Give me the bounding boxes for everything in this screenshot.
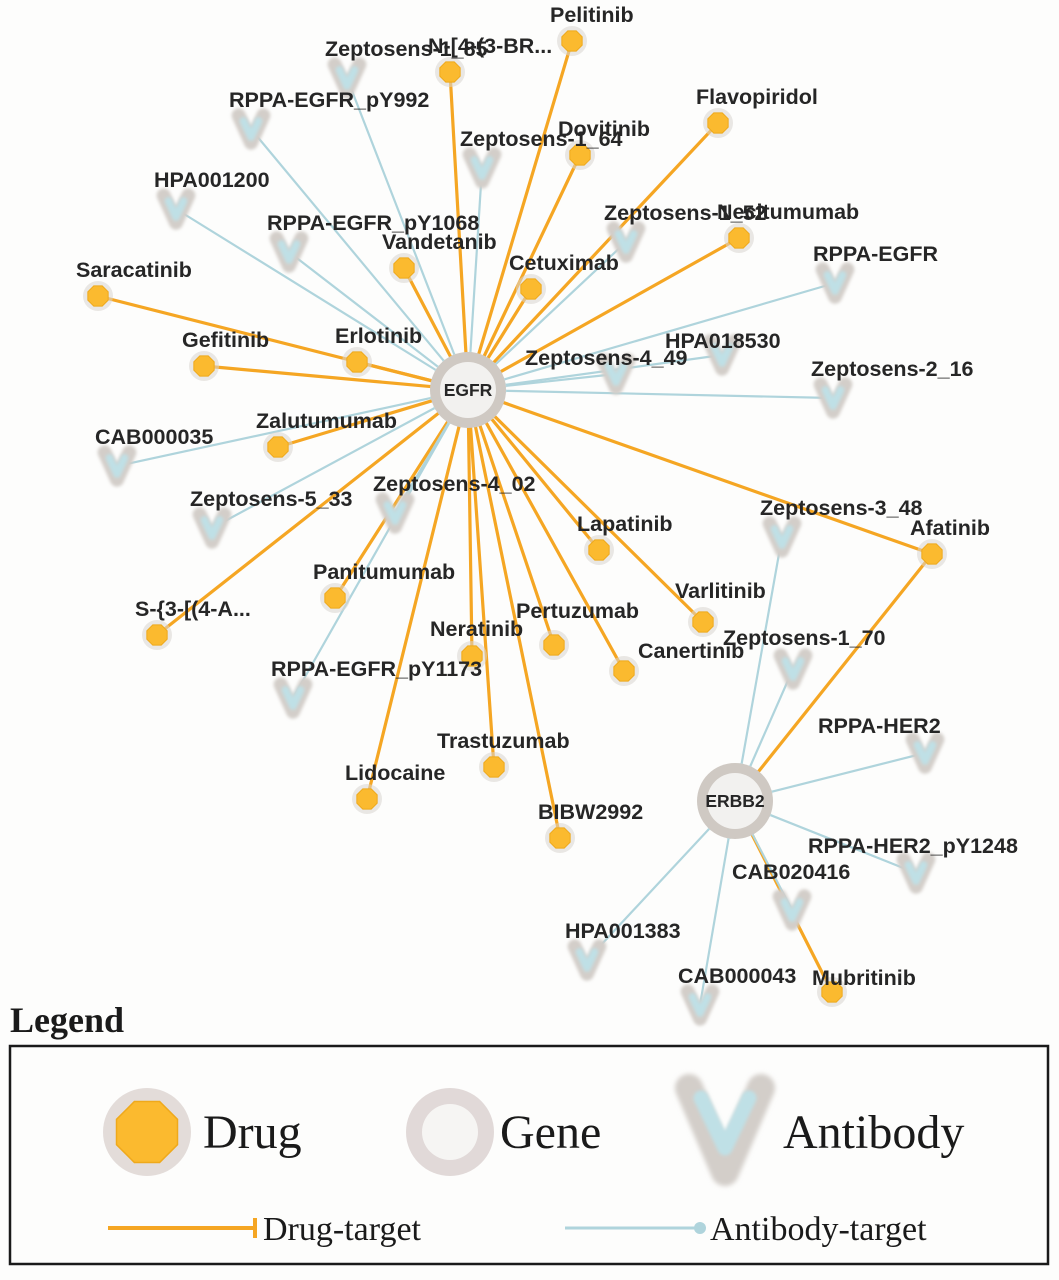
svg-text:CAB000043: CAB000043 (678, 964, 796, 988)
svg-text:Trastuzumab: Trastuzumab (437, 729, 570, 753)
svg-text:Zeptosens-5_33: Zeptosens-5_33 (190, 487, 353, 511)
svg-text:Drug-target: Drug-target (263, 1211, 422, 1248)
svg-text:RPPA-HER2_pY1248: RPPA-HER2_pY1248 (808, 834, 1018, 858)
svg-text:Zalutumumab: Zalutumumab (256, 409, 397, 433)
svg-text:HPA018530: HPA018530 (665, 329, 781, 353)
svg-text:Erlotinib: Erlotinib (335, 324, 422, 348)
svg-text:HPA001383: HPA001383 (565, 919, 681, 943)
svg-text:Antibody-target: Antibody-target (710, 1211, 927, 1248)
svg-text:RPPA-EGFR_pY1068: RPPA-EGFR_pY1068 (267, 211, 479, 235)
svg-text:Zeptosens-1_85: Zeptosens-1_85 (325, 37, 488, 61)
svg-text:Antibody: Antibody (783, 1106, 964, 1159)
svg-text:EGFR: EGFR (444, 380, 493, 400)
svg-text:Gene: Gene (500, 1106, 601, 1159)
svg-text:Drug: Drug (203, 1106, 302, 1159)
svg-text:RPPA-EGFR: RPPA-EGFR (813, 242, 938, 266)
svg-text:Pelitinib: Pelitinib (550, 3, 634, 27)
svg-text:CAB020416: CAB020416 (732, 860, 850, 884)
svg-text:RPPA-HER2: RPPA-HER2 (818, 714, 941, 738)
svg-text:RPPA-EGFR_pY1173: RPPA-EGFR_pY1173 (271, 657, 482, 681)
svg-text:Zeptosens-4_49: Zeptosens-4_49 (525, 346, 688, 370)
svg-text:ERBB2: ERBB2 (705, 791, 765, 811)
svg-text:Zeptosens-1_70: Zeptosens-1_70 (723, 626, 886, 650)
svg-text:Zeptosens-1_52: Zeptosens-1_52 (604, 201, 767, 225)
svg-text:BIBW2992: BIBW2992 (538, 800, 643, 824)
svg-text:Cetuximab: Cetuximab (509, 251, 619, 275)
svg-text:Neratinib: Neratinib (430, 617, 523, 641)
svg-text:Zeptosens-2_16: Zeptosens-2_16 (811, 357, 974, 381)
svg-text:Zeptosens-3_48: Zeptosens-3_48 (760, 496, 923, 520)
svg-text:S-{3-[(4-A...: S-{3-[(4-A... (135, 597, 251, 621)
svg-text:Panitumumab: Panitumumab (313, 560, 455, 584)
svg-text:Varlitinib: Varlitinib (675, 579, 766, 603)
svg-text:Lidocaine: Lidocaine (345, 761, 445, 785)
svg-text:RPPA-EGFR_pY992: RPPA-EGFR_pY992 (229, 88, 429, 112)
svg-text:CAB000035: CAB000035 (95, 425, 213, 449)
svg-text:Legend: Legend (10, 1000, 124, 1040)
svg-text:Lapatinib: Lapatinib (577, 512, 673, 536)
svg-text:Gefitinib: Gefitinib (182, 328, 269, 352)
svg-text:Flavopiridol: Flavopiridol (696, 85, 818, 109)
svg-text:HPA001200: HPA001200 (154, 168, 270, 192)
svg-text:Pertuzumab: Pertuzumab (516, 599, 639, 623)
svg-text:Zeptosens-4_02: Zeptosens-4_02 (373, 472, 536, 496)
svg-text:Mubritinib: Mubritinib (812, 966, 916, 990)
svg-text:Zeptosens-1_64: Zeptosens-1_64 (460, 127, 623, 151)
svg-text:Saracatinib: Saracatinib (76, 258, 192, 282)
